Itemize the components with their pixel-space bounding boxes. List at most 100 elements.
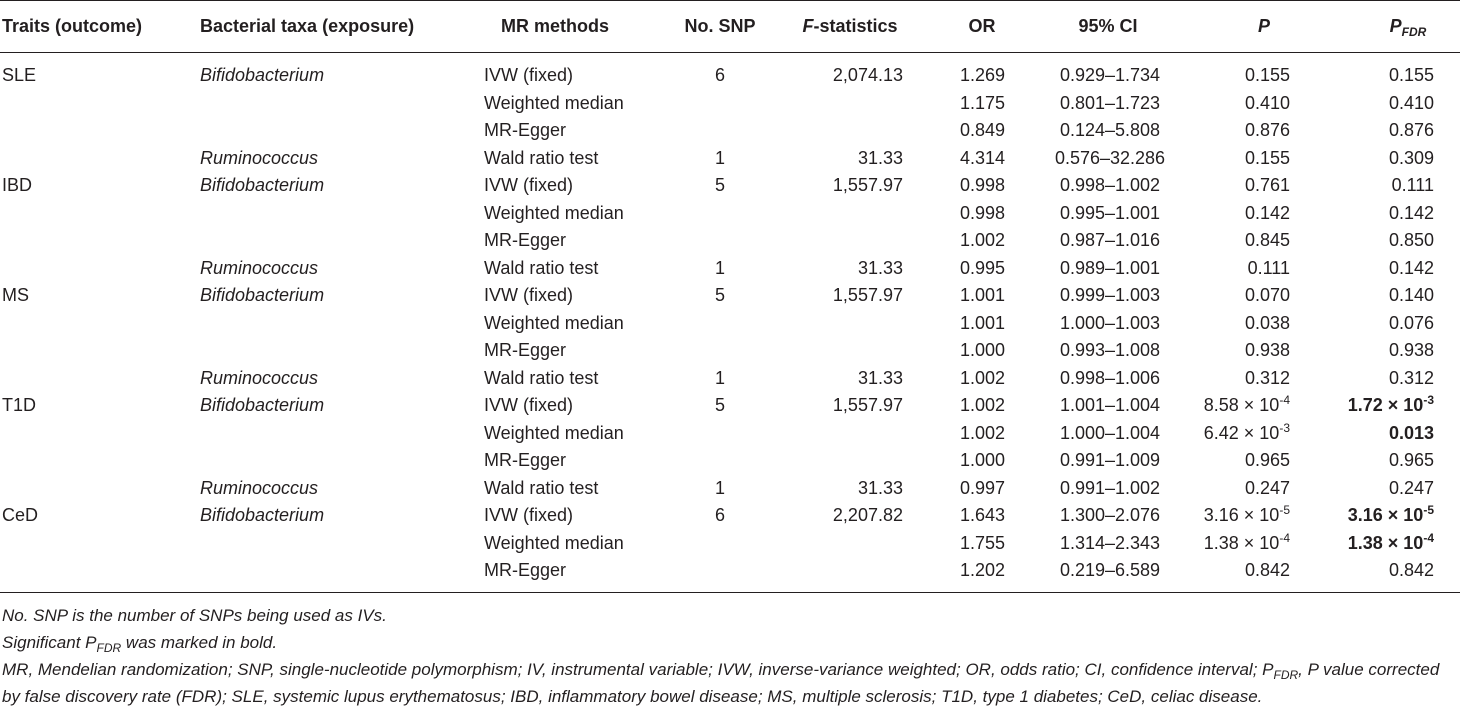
text: 4.314 (959, 147, 1005, 168)
table-cell: 0.987–1.016 (1030, 227, 1190, 254)
text: 1.000–1.004 (1059, 422, 1161, 443)
table-cell: 0.142 (1180, 200, 1290, 227)
text: 1.755 (959, 532, 1005, 553)
table-cell: 0.998–1.006 (1030, 365, 1190, 392)
table-cell: 0.142 (1320, 255, 1434, 282)
text: 1.000 (959, 340, 1005, 360)
text: 0.410 (1388, 92, 1434, 113)
table-cell: 0.247 (1320, 475, 1434, 502)
column-header: Bacterial taxa (exposure) (200, 13, 460, 40)
text: 1.000–1.003 (1059, 312, 1161, 333)
text: MR-Egger (484, 560, 567, 580)
text: 1.001 (959, 285, 1005, 305)
text: MR-Egger (484, 340, 567, 360)
text: Ruminococcus (200, 477, 319, 498)
text: Weighted median (484, 92, 624, 113)
table-cell: 1.202 (900, 557, 1005, 584)
table-cell: 0.993–1.008 (1030, 337, 1190, 364)
table-cell: MR-Egger (484, 117, 684, 144)
table-cell: Bifidobacterium (200, 282, 460, 309)
text: 5 (714, 285, 725, 305)
text: Bifidobacterium (200, 505, 325, 525)
text: 0.965 (1244, 450, 1290, 470)
table-cell: Bifidobacterium (200, 62, 460, 89)
table-cell: 1.002 (900, 420, 1005, 447)
text: 2,207.82 (832, 505, 903, 525)
text: 0.247 (1388, 477, 1434, 498)
table-cell: 0.013 (1320, 420, 1434, 447)
table-cell: 1.175 (900, 90, 1005, 117)
table-cell: 1.72 × 10-3 (1320, 392, 1434, 419)
table-cell: Weighted median (484, 90, 684, 117)
text: Weighted median (484, 422, 624, 443)
table-cell: 1.001–1.004 (1030, 392, 1190, 419)
table-cell: 1.000–1.003 (1030, 310, 1190, 337)
table-cell: 0.938 (1320, 337, 1434, 364)
text: CeD (2, 505, 39, 525)
bottom-rule (0, 592, 1460, 593)
table-cell: IVW (fixed) (484, 502, 684, 529)
table-cell: 0.995 (900, 255, 1005, 282)
superscript: -3 (1423, 393, 1434, 407)
text: 1.202 (959, 560, 1005, 580)
superscript: -5 (1279, 503, 1290, 517)
text: 31.33 (857, 477, 903, 498)
table-cell: 0.410 (1180, 90, 1290, 117)
table-cell: 6.42 × 10-3 (1180, 420, 1290, 447)
table-cell: 0.989–1.001 (1030, 255, 1190, 282)
text: 1.269 (959, 65, 1005, 85)
text: 0.070 (1244, 285, 1290, 305)
table-cell: 0.576–32.286 (1030, 145, 1190, 172)
text: 31.33 (857, 257, 903, 278)
table-cell: CeD (2, 502, 192, 529)
table-cell: 1.314–2.343 (1030, 530, 1190, 557)
text: P (85, 633, 97, 652)
text: 0.999–1.003 (1059, 285, 1161, 305)
text: 1.001–1.004 (1059, 395, 1161, 415)
text: IVW (fixed) (484, 505, 574, 525)
subscript: FDR (96, 641, 122, 655)
table-cell: IVW (fixed) (484, 172, 684, 199)
table-cell: 1.643 (900, 502, 1005, 529)
table-cell: 0.309 (1320, 145, 1434, 172)
table-cell: 0.801–1.723 (1030, 90, 1190, 117)
text: 0.995 (959, 257, 1005, 278)
text: 0.801–1.723 (1059, 92, 1161, 113)
text: 8.58 × 10 (1203, 395, 1280, 415)
table-cell: 1.38 × 10-4 (1320, 530, 1434, 557)
table-cell: 3.16 × 10-5 (1180, 502, 1290, 529)
text: 6.42 × 10 (1203, 422, 1280, 443)
text: Weighted median (484, 202, 624, 223)
text: 0.312 (1388, 367, 1434, 388)
text: 0.998 (959, 202, 1005, 223)
table-cell: T1D (2, 392, 192, 419)
text: Weighted median (484, 532, 624, 553)
table-cell: Weighted median (484, 310, 684, 337)
text: 1.002 (959, 367, 1005, 388)
table-cell: 31.33 (780, 255, 903, 282)
text: 0.155 (1244, 65, 1290, 85)
table-cell: Ruminococcus (200, 475, 460, 502)
text: 1,557.97 (832, 175, 903, 195)
text: Bifidobacterium (200, 285, 325, 305)
text: Ruminococcus (200, 147, 319, 168)
text: 1.314–2.343 (1059, 532, 1161, 553)
table-cell: 0.998 (900, 200, 1005, 227)
table-cell: 0.991–1.002 (1030, 475, 1190, 502)
table-cell: Bifidobacterium (200, 172, 460, 199)
header-rule (0, 52, 1460, 53)
text: 0.247 (1244, 477, 1290, 498)
text: 0.998 (959, 175, 1005, 195)
text: 0.155 (1388, 65, 1434, 85)
table-cell: 0.991–1.009 (1030, 447, 1190, 474)
text: MR methods (501, 16, 609, 36)
table-cell: 0.995–1.001 (1030, 200, 1190, 227)
text: 0.929–1.734 (1059, 65, 1161, 85)
text: 0.312 (1244, 367, 1290, 388)
text: 1.002 (959, 230, 1005, 250)
table-cell: 3.16 × 10-5 (1320, 502, 1434, 529)
text: IVW (fixed) (484, 175, 574, 195)
text: 1.000 (959, 450, 1005, 470)
table-cell: 0.070 (1180, 282, 1290, 309)
